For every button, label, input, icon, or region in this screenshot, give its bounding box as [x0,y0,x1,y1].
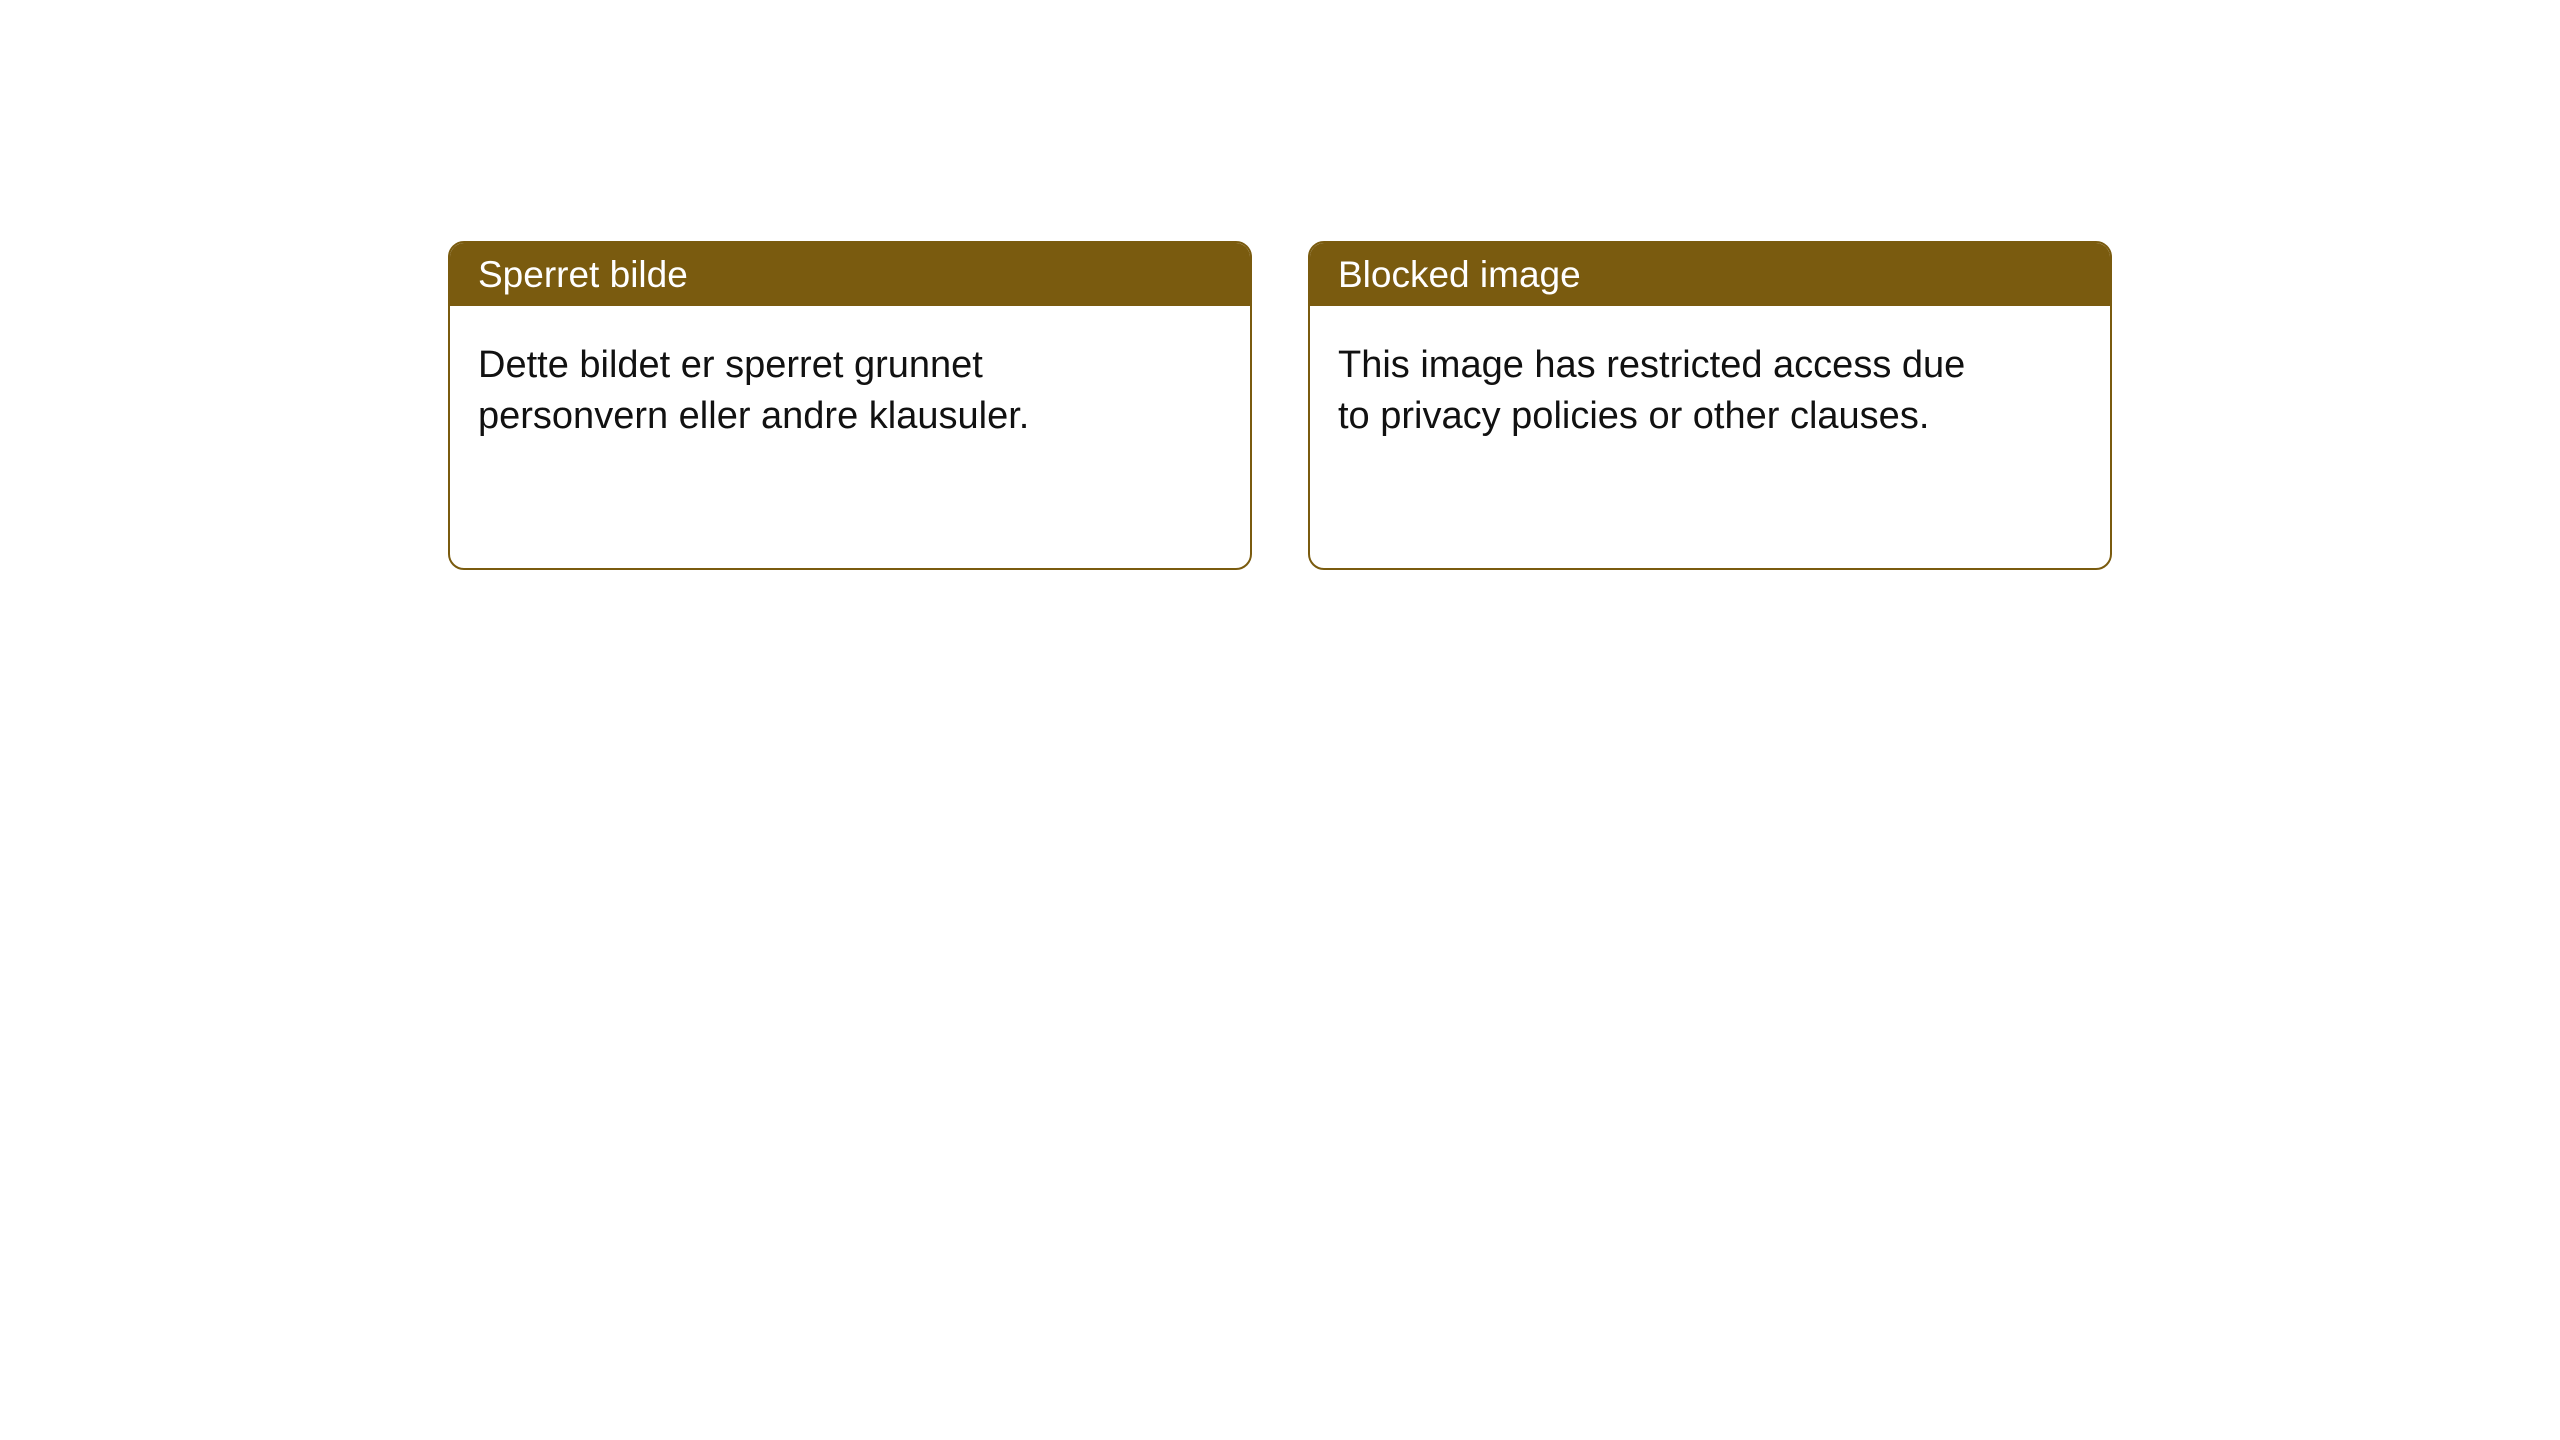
card-header: Sperret bilde [450,243,1250,306]
card-header: Blocked image [1310,243,2110,306]
card-blocked-image-en: Blocked image This image has restricted … [1308,241,2112,570]
cards-container: Sperret bilde Dette bildet er sperret gr… [448,241,2112,570]
card-body: Dette bildet er sperret grunnet personve… [450,306,1170,442]
card-blocked-image-no: Sperret bilde Dette bildet er sperret gr… [448,241,1252,570]
card-body: This image has restricted access due to … [1310,306,2030,442]
